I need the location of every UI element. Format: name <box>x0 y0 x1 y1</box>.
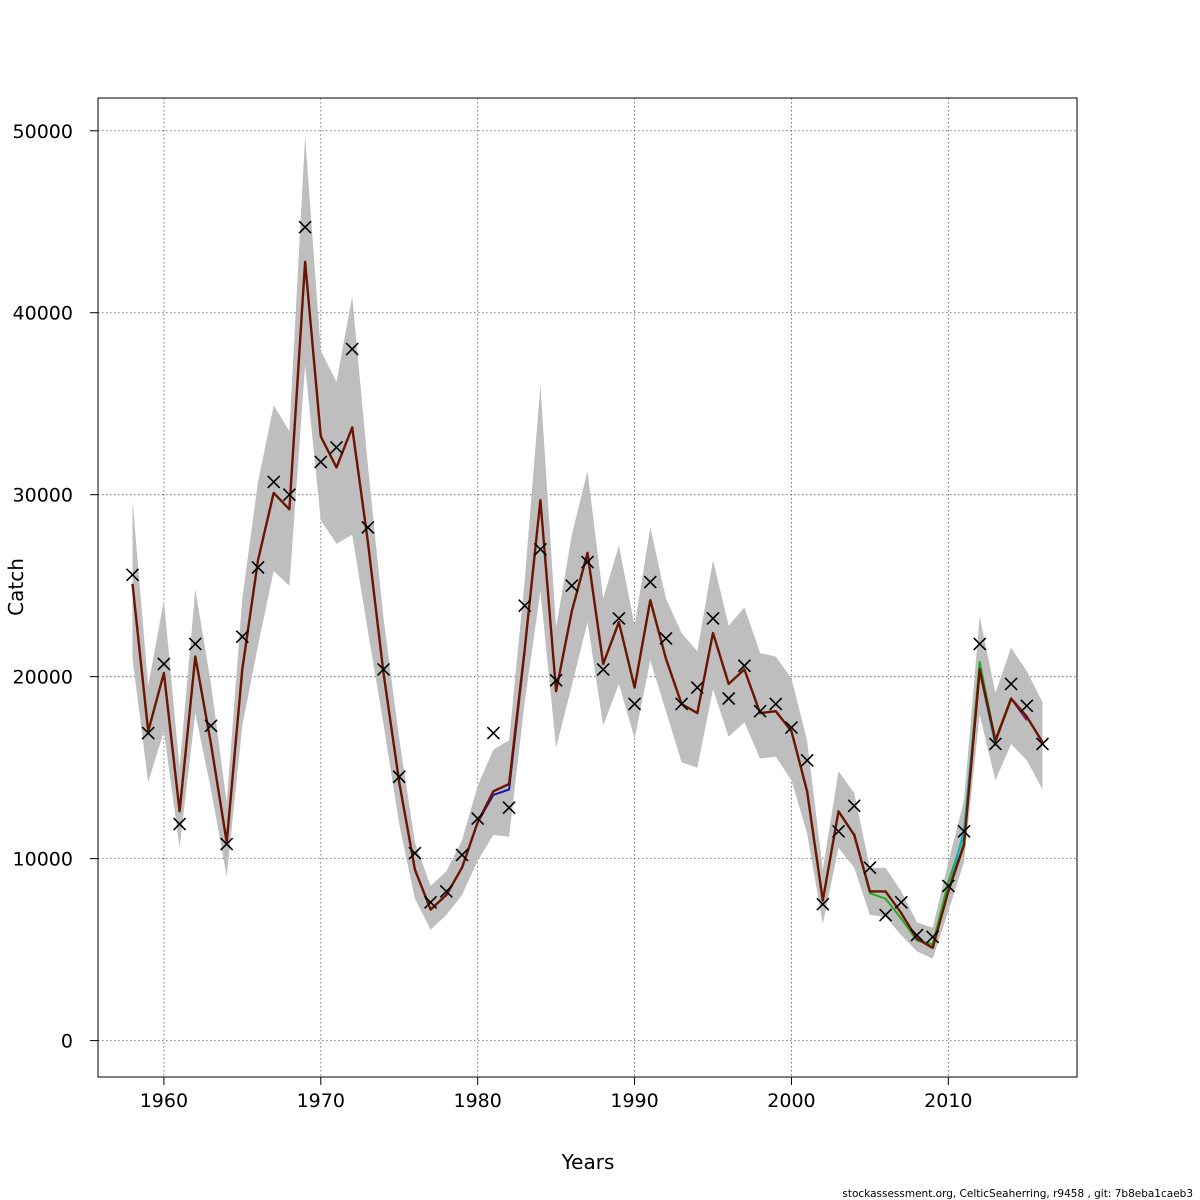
observed-point <box>486 726 500 740</box>
observed-point <box>894 895 908 909</box>
x-tick-label: 1970 <box>297 1090 345 1112</box>
y-tick-label: 20000 <box>13 667 73 689</box>
observed-point <box>173 817 187 831</box>
observed-point <box>408 846 422 860</box>
observed-point <box>957 824 971 838</box>
observed-point <box>847 799 861 813</box>
observed-point <box>941 879 955 893</box>
estimate-line-layer <box>131 260 1044 949</box>
observed-point <box>518 599 532 613</box>
observed-point <box>910 928 924 942</box>
x-axis-title: Years <box>561 1150 615 1174</box>
observed-point <box>675 697 689 711</box>
x-tick-label: 2000 <box>767 1090 815 1112</box>
observed-point <box>502 801 516 815</box>
observed-point <box>361 520 375 535</box>
observed-point <box>376 662 391 676</box>
observed-point <box>628 697 642 711</box>
confidence-band <box>132 136 1043 959</box>
y-tick-label: 30000 <box>13 485 73 507</box>
observed-point <box>125 568 140 582</box>
observed-point <box>1035 737 1050 751</box>
footer-credit: stockassessment.org, CelticSeaherring, r… <box>842 1188 1193 1200</box>
observed-point <box>424 895 438 909</box>
observed-point <box>235 630 249 644</box>
observed-point <box>690 681 704 695</box>
observed-point <box>973 637 987 651</box>
observed-point <box>722 691 736 706</box>
estimate-line <box>131 260 1044 949</box>
observed-point <box>659 631 673 646</box>
observed-point <box>988 737 1002 751</box>
observed-markers <box>125 220 1050 944</box>
observed-point <box>141 726 155 740</box>
observed-point <box>549 673 563 687</box>
observed-point <box>157 657 171 671</box>
observed-point <box>329 440 344 454</box>
x-tick-label: 1960 <box>140 1090 188 1112</box>
observed-point <box>596 662 610 676</box>
observed-point <box>298 220 312 234</box>
confidence-band-layer <box>132 136 1043 959</box>
observed-point <box>439 884 453 898</box>
observed-point <box>612 611 626 626</box>
observed-point <box>643 575 657 589</box>
observed-point <box>784 721 799 735</box>
observed-point <box>1004 677 1018 691</box>
observed-point <box>455 848 469 862</box>
plot-frame <box>97 97 1078 1078</box>
observed-point <box>863 861 877 875</box>
y-axis-title: Catch <box>4 558 28 616</box>
observed-point <box>345 342 359 356</box>
observed-point <box>580 555 595 569</box>
observed-point <box>188 637 202 651</box>
observed-point <box>251 560 265 575</box>
observed-point <box>831 824 846 838</box>
observed-point <box>769 697 783 711</box>
observed-point <box>282 488 296 502</box>
x-tick-label: 2010 <box>924 1090 972 1112</box>
observed-point <box>879 908 893 922</box>
observed-point <box>392 770 406 784</box>
y-tick-label: 40000 <box>13 303 73 325</box>
y-tick-label: 10000 <box>13 849 73 871</box>
y-tick-label: 50000 <box>13 121 73 143</box>
observed-point <box>1020 699 1034 713</box>
observed-point <box>533 542 547 556</box>
observed-point <box>565 579 579 593</box>
observed-point <box>737 659 751 673</box>
axes: 1960 1970 1980 1990 2000 2010 0 10000 20000 30000… <box>13 97 1078 1112</box>
observed-point <box>267 475 281 489</box>
observed-point <box>706 611 720 626</box>
y-tick-label: 0 <box>61 1031 73 1053</box>
x-tick-label: 1990 <box>610 1090 658 1112</box>
observed-point <box>800 753 814 767</box>
observed-point <box>816 897 830 911</box>
x-tick-label: 1980 <box>453 1090 501 1112</box>
observed-point <box>471 812 485 826</box>
observed-point <box>314 455 328 469</box>
observed-point <box>926 930 940 944</box>
observed-point <box>204 719 218 733</box>
observed-point <box>220 837 234 851</box>
observed-point <box>753 704 767 718</box>
